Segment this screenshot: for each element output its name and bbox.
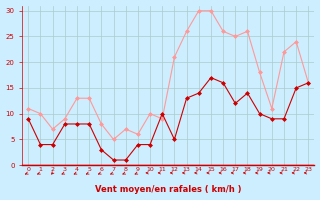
X-axis label: Vent moyen/en rafales ( km/h ): Vent moyen/en rafales ( km/h ) [95,185,242,194]
